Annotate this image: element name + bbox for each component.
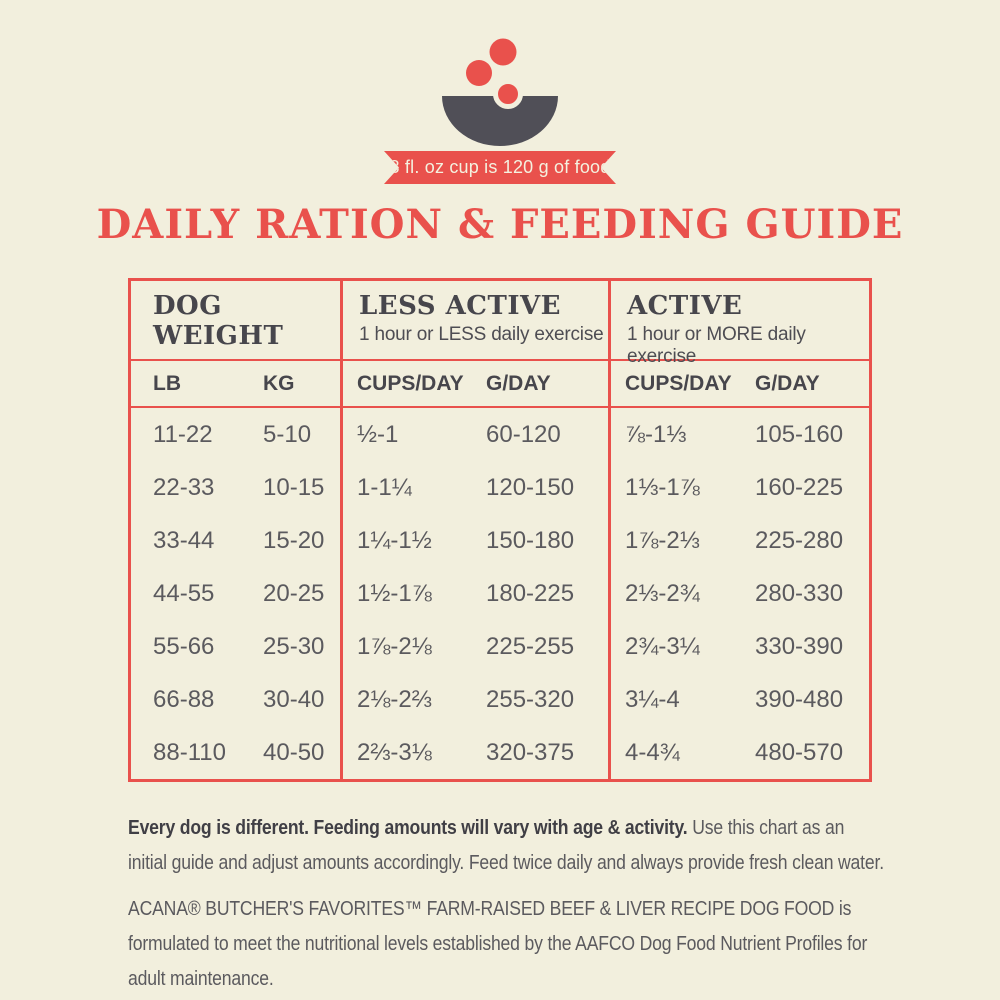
cell-g: 330-390 <box>755 632 844 660</box>
dog-food-bowl-icon <box>442 38 558 146</box>
cell-kg: 40-50 <box>263 738 325 766</box>
cell-g: 225-255 <box>486 632 575 660</box>
cell-cups: 4-4¾ <box>625 738 680 766</box>
table-row: 22-33 10-15 1-1¼ 120-150 1⅓-1⅞ 160-225 <box>131 461 869 514</box>
group-active: ACTIVE 1 hour or MORE daily exercise <box>609 281 869 367</box>
group-sublabel: 1 hour or MORE daily exercise <box>627 324 806 367</box>
cell-lb: 22-33 <box>153 473 215 501</box>
col-header-g-less: G/DAY <box>486 371 551 395</box>
cell-cups: ½-1 <box>357 420 399 448</box>
cell-g: 480-570 <box>755 738 844 766</box>
cell-lb: 44-55 <box>153 579 215 607</box>
cell-lb: 66-88 <box>153 685 215 713</box>
group-label: ACTIVE <box>627 291 743 321</box>
group-less-active: LESS ACTIVE 1 hour or LESS daily exercis… <box>341 281 609 359</box>
cell-cups: 1-1¼ <box>357 473 412 501</box>
cell-cups: 1½-1⅞ <box>357 579 432 607</box>
table-row: 33-44 15-20 1¼-1½ 150-180 1⅞-2⅓ 225-280 <box>131 514 869 567</box>
table-row: 11-22 5-10 ½-1 60-120 ⅞-1⅓ 105-160 <box>131 408 869 461</box>
cell-kg: 20-25 <box>263 579 325 607</box>
cell-g: 225-280 <box>755 526 844 554</box>
cell-g: 255-320 <box>486 685 575 713</box>
cell-kg: 30-40 <box>263 685 325 713</box>
cell-cups: 2¾-3¼ <box>625 632 700 660</box>
feeding-guide-table: DOG WEIGHT LESS ACTIVE 1 hour or LESS da… <box>128 278 872 782</box>
cell-g: 60-120 <box>486 420 561 448</box>
group-dog-weight: DOG WEIGHT <box>131 281 341 359</box>
cell-lb: 88-110 <box>153 738 226 766</box>
cell-kg: 10-15 <box>263 473 325 501</box>
table-row: 44-55 20-25 1½-1⅞ 180-225 2⅓-2¾ 280-330 <box>131 567 869 620</box>
cell-kg: 15-20 <box>263 526 325 554</box>
group-label: DOG WEIGHT <box>153 291 284 351</box>
cell-lb: 55-66 <box>153 632 215 660</box>
table-divider-1 <box>340 281 343 779</box>
aafco-statement: ACANA® BUTCHER'S FAVORITES™ FARM-RAISED … <box>128 898 868 990</box>
cell-cups: 2⅔-3⅛ <box>357 738 432 766</box>
col-header-g-more: G/DAY <box>755 371 820 395</box>
table-row: 88-110 40-50 2⅔-3⅛ 320-375 4-4¾ 480-570 <box>131 726 869 779</box>
col-header-cups-less: CUPS/DAY <box>357 371 464 395</box>
cell-cups: 1⅞-2⅛ <box>357 632 432 660</box>
group-sublabel: 1 hour or LESS daily exercise <box>359 324 604 345</box>
cell-cups: 1⅞-2⅓ <box>625 526 700 554</box>
cell-kg: 25-30 <box>263 632 325 660</box>
table-row: 66-88 30-40 2⅛-2⅔ 255-320 3¼-4 390-480 <box>131 673 869 726</box>
cell-g: 320-375 <box>486 738 575 766</box>
feeding-note-rest: Use this chart as an initial guide and a… <box>128 817 884 874</box>
col-header-kg: KG <box>263 371 295 395</box>
col-header-cups-more: CUPS/DAY <box>625 371 732 395</box>
table-divider-2 <box>608 281 611 779</box>
cell-kg: 5-10 <box>263 420 312 448</box>
cell-lb: 11-22 <box>153 420 213 448</box>
cell-cups: 2⅓-2¾ <box>625 579 700 607</box>
cell-cups: 2⅛-2⅔ <box>357 685 432 713</box>
cell-cups: 1⅓-1⅞ <box>625 473 700 501</box>
cell-cups: 1¼-1½ <box>357 526 432 554</box>
feeding-note: Every dog is different. Feeding amounts … <box>128 811 887 881</box>
cell-g: 280-330 <box>755 579 844 607</box>
cell-g: 180-225 <box>486 579 575 607</box>
cell-g: 150-180 <box>486 526 575 554</box>
cell-g: 105-160 <box>755 420 844 448</box>
col-header-lb: LB <box>153 371 181 395</box>
cell-lb: 33-44 <box>153 526 215 554</box>
page-title: DAILY RATION & FEEDING GUIDE <box>96 201 904 248</box>
cell-g: 120-150 <box>486 473 575 501</box>
cell-g: 160-225 <box>755 473 844 501</box>
feeding-note-emphasis: Every dog is different. Feeding amounts … <box>128 817 688 839</box>
cell-cups: ⅞-1⅓ <box>625 420 687 448</box>
table-body: 11-22 5-10 ½-1 60-120 ⅞-1⅓ 105-160 22-33… <box>131 408 869 779</box>
group-label: LESS ACTIVE <box>359 291 561 321</box>
group-header-row: DOG WEIGHT LESS ACTIVE 1 hour or LESS da… <box>131 281 869 367</box>
cell-g: 390-480 <box>755 685 844 713</box>
column-header-row: LB KG CUPS/DAY G/DAY CUPS/DAY G/DAY <box>131 361 869 408</box>
cup-measure-ribbon: 8 fl. oz cup is 120 g of food <box>384 151 616 184</box>
cup-measure-caption: 8 fl. oz cup is 120 g of food <box>389 157 611 177</box>
table-row: 55-66 25-30 1⅞-2⅛ 225-255 2¾-3¼ 330-390 <box>131 620 869 673</box>
cell-cups: 3¼-4 <box>625 685 680 713</box>
